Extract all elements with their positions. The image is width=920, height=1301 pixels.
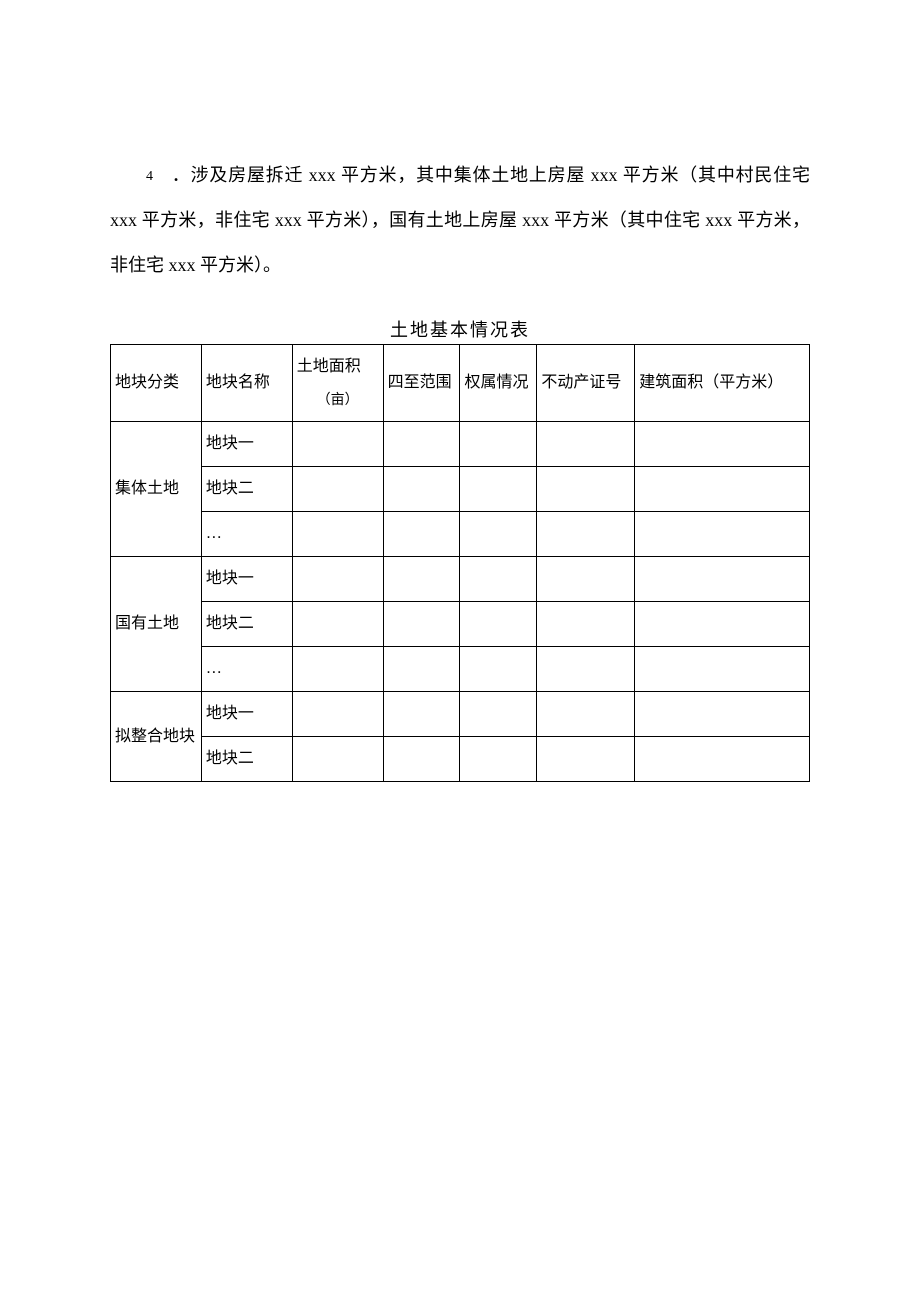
cell-cert xyxy=(537,647,635,692)
th-name: 地块名称 xyxy=(201,345,292,422)
cell-build xyxy=(635,557,810,602)
cell-area xyxy=(292,647,383,692)
cell-cert xyxy=(537,512,635,557)
cell-scope xyxy=(383,737,460,782)
cell-name: 地块一 xyxy=(201,557,292,602)
cell-name: 地块二 xyxy=(201,602,292,647)
table-header-row: 地块分类 地块名称 土地面积 （亩） 四至范围 权属情况 不动产证号 建筑面积（… xyxy=(111,345,810,422)
paragraph-text: ．涉及房屋拆迁 xxx 平方米，其中集体土地上房屋 xxx 平方米（其中村民住宅… xyxy=(110,165,810,275)
cell-area xyxy=(292,467,383,512)
cell-name: 地块二 xyxy=(201,737,292,782)
cell-scope xyxy=(383,467,460,512)
cell-area xyxy=(292,512,383,557)
cell-category: 集体土地 xyxy=(111,422,202,557)
th-category: 地块分类 xyxy=(111,345,202,422)
cell-ownership xyxy=(460,467,537,512)
cell-build xyxy=(635,422,810,467)
cell-build xyxy=(635,692,810,737)
cell-ownership xyxy=(460,602,537,647)
cell-ownership xyxy=(460,557,537,602)
cell-scope xyxy=(383,512,460,557)
cell-name: 地块一 xyxy=(201,422,292,467)
cell-area xyxy=(292,557,383,602)
table-row: 地块二 xyxy=(111,602,810,647)
th-area-label: 土地面积 xyxy=(297,358,361,375)
land-table: 地块分类 地块名称 土地面积 （亩） 四至范围 权属情况 不动产证号 建筑面积（… xyxy=(110,344,810,782)
cell-area xyxy=(292,737,383,782)
table-row: 拟整合地块地块一 xyxy=(111,692,810,737)
cell-build xyxy=(635,602,810,647)
cell-cert xyxy=(537,737,635,782)
table-body: 集体土地地块一地块二…国有土地地块一地块二…拟整合地块地块一地块二 xyxy=(111,422,810,782)
cell-ownership xyxy=(460,647,537,692)
table-row: 地块二 xyxy=(111,467,810,512)
paragraph-number: 4 xyxy=(146,159,153,194)
table-row: 国有土地地块一 xyxy=(111,557,810,602)
cell-category: 国有土地 xyxy=(111,557,202,692)
th-ownership: 权属情况 xyxy=(460,345,537,422)
cell-scope xyxy=(383,422,460,467)
table-title: 土地基本情况表 xyxy=(110,316,810,342)
cell-scope xyxy=(383,557,460,602)
th-scope: 四至范围 xyxy=(383,345,460,422)
cell-cert xyxy=(537,602,635,647)
cell-build xyxy=(635,647,810,692)
cell-build xyxy=(635,467,810,512)
cell-cert xyxy=(537,467,635,512)
cell-name: 地块二 xyxy=(201,467,292,512)
table-row: … xyxy=(111,647,810,692)
cell-cert xyxy=(537,692,635,737)
cell-name: 地块一 xyxy=(201,692,292,737)
cell-area xyxy=(292,422,383,467)
cell-name: … xyxy=(201,512,292,557)
th-area-unit: （亩） xyxy=(297,387,379,415)
table-row: … xyxy=(111,512,810,557)
table-row: 集体土地地块一 xyxy=(111,422,810,467)
cell-cert xyxy=(537,422,635,467)
th-build: 建筑面积（平方米） xyxy=(635,345,810,422)
cell-ownership xyxy=(460,512,537,557)
cell-scope xyxy=(383,647,460,692)
cell-ownership xyxy=(460,692,537,737)
cell-build xyxy=(635,512,810,557)
document-page: 4．涉及房屋拆迁 xxx 平方米，其中集体土地上房屋 xxx 平方米（其中村民住… xyxy=(0,0,920,842)
cell-build xyxy=(635,737,810,782)
cell-ownership xyxy=(460,737,537,782)
th-area: 土地面积 （亩） xyxy=(292,345,383,422)
cell-name: … xyxy=(201,647,292,692)
cell-area xyxy=(292,692,383,737)
th-cert: 不动产证号 xyxy=(537,345,635,422)
cell-ownership xyxy=(460,422,537,467)
cell-category: 拟整合地块 xyxy=(111,692,202,782)
cell-scope xyxy=(383,602,460,647)
paragraph-4: 4．涉及房屋拆迁 xxx 平方米，其中集体土地上房屋 xxx 平方米（其中村民住… xyxy=(110,153,810,288)
cell-scope xyxy=(383,692,460,737)
cell-area xyxy=(292,602,383,647)
table-row: 地块二 xyxy=(111,737,810,782)
cell-cert xyxy=(537,557,635,602)
